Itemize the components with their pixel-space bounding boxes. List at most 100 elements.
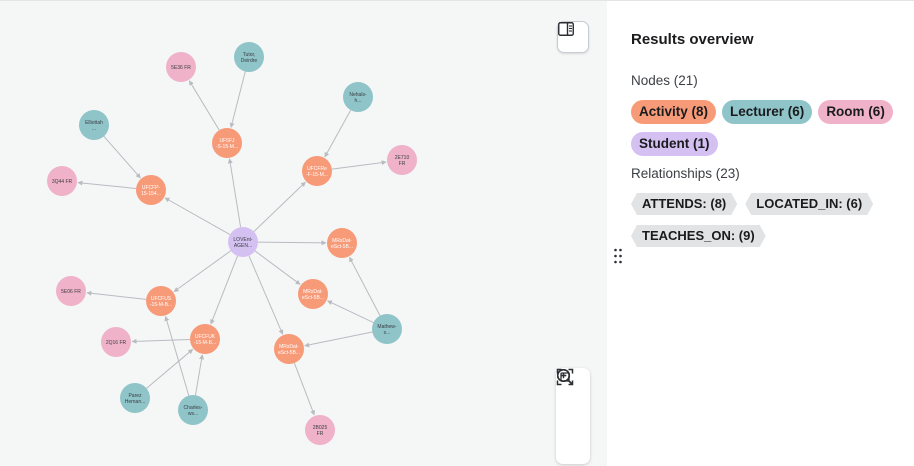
graph-node-activity[interactable]: UFCFUK-15-M-B...: [190, 324, 220, 354]
node-circle[interactable]: [234, 42, 264, 72]
node-circle[interactable]: [228, 227, 258, 257]
node-circle[interactable]: [79, 110, 109, 140]
node-label: -15-M-B...: [194, 340, 216, 346]
node-circle[interactable]: [47, 166, 77, 196]
edge-student-a8[interactable]: [248, 255, 284, 335]
graph-node-activity[interactable]: UFCFP-15-154...: [136, 175, 166, 205]
edge-l1-a1[interactable]: [229, 71, 246, 128]
graph-node-lecturer[interactable]: Mathew-s...: [372, 314, 402, 344]
edge-a1-r1[interactable]: [188, 80, 220, 131]
graph-node-activity[interactable]: MRxDat-eSct-5B...: [298, 279, 328, 309]
node-circle[interactable]: [101, 327, 131, 357]
graph-node-lecturer[interactable]: Nehals-h...: [343, 82, 373, 112]
node-circle[interactable]: [190, 324, 220, 354]
node-label: 5E06 FR: [61, 289, 81, 295]
graph-visualization[interactable]: LOVEnt-AGEN... UF5FJ-S-15-M... UFCFP-15-15…: [0, 1, 607, 466]
node-circle[interactable]: [166, 52, 196, 82]
node-label: Tutor,: [243, 52, 256, 58]
graph-node-room[interactable]: 2Q16 FR: [101, 327, 131, 357]
graph-node-lecturer[interactable]: Elliottah...: [79, 110, 109, 140]
node-label: Mathew-: [377, 324, 397, 330]
node-circle[interactable]: [327, 228, 357, 258]
fit-to-screen-button[interactable]: [556, 368, 586, 461]
node-circle[interactable]: [387, 145, 417, 175]
node-circle[interactable]: [302, 156, 332, 186]
graph-node-activity[interactable]: UFCFRe-F-15-M...: [302, 156, 332, 186]
node-label: -15-M-B...: [150, 302, 172, 308]
edge-l3-a3[interactable]: [324, 109, 352, 158]
rel-chips-row-1: ATTENDS: (8) LOCATED_IN: (6): [631, 193, 873, 215]
edge-student-a2[interactable]: [164, 197, 231, 236]
node-circle[interactable]: [178, 395, 208, 425]
node-label: Parez: [128, 393, 142, 399]
chip-activity[interactable]: Activity (8): [631, 100, 717, 124]
graph-canvas[interactable]: LOVEnt- AGEN... UF5FJ -S-15-M... UFCFP- 15-15…: [0, 0, 607, 466]
chip-located-in[interactable]: LOCATED_IN: (6): [745, 193, 873, 215]
edge-a7-r5[interactable]: [131, 338, 191, 344]
node-circle[interactable]: [372, 314, 402, 344]
edge-student-a7[interactable]: [210, 255, 238, 325]
edge-a2-r2[interactable]: [77, 180, 137, 189]
node-label: 2Q16 FR: [106, 340, 127, 346]
node-circle[interactable]: [56, 276, 86, 306]
graph-node-lecturer[interactable]: ParezHernan...: [120, 383, 150, 413]
edge-student-a5[interactable]: [173, 250, 232, 293]
graph-node-lecturer[interactable]: Charles-ws...: [178, 395, 208, 425]
graph-node-student[interactable]: LOVEnt-AGEN...: [228, 227, 258, 257]
graph-node-lecturer[interactable]: Tutor,Deirdre: [234, 42, 264, 72]
edge-student-a4[interactable]: [257, 240, 327, 246]
node-label: 2E710: [395, 155, 410, 161]
graph-node-room[interactable]: 5E06 FR: [56, 276, 86, 306]
graph-node-room[interactable]: 3Q44 FR: [47, 166, 77, 196]
chip-attends[interactable]: ATTENDS: (8): [631, 193, 737, 215]
node-circle[interactable]: [146, 286, 176, 316]
nodes-count-label: Nodes (21): [631, 73, 698, 88]
graph-node-room[interactable]: 5E36 FR: [166, 52, 196, 82]
edge-student-a6[interactable]: [254, 250, 301, 285]
node-circle[interactable]: [120, 383, 150, 413]
node-label: eSct-5B...: [302, 295, 324, 301]
edge-l6-a5[interactable]: [164, 315, 190, 396]
node-circle[interactable]: [136, 175, 166, 205]
edge-student-a3[interactable]: [253, 181, 306, 232]
node-label: eSct-5B...: [331, 244, 353, 250]
edge-a8-r6[interactable]: [293, 362, 316, 416]
node-circle[interactable]: [305, 415, 335, 445]
edge-l5-a7[interactable]: [146, 348, 194, 389]
graph-node-activity[interactable]: MRxDat-eSct-5B...: [274, 334, 304, 364]
zoom-out-button[interactable]: [556, 368, 586, 429]
graph-node-activity[interactable]: MRxDat-eSct-5B...: [327, 228, 357, 258]
edge-student-a1[interactable]: [227, 158, 242, 228]
node-label: 2B025: [313, 425, 328, 431]
node-circle[interactable]: [298, 279, 328, 309]
edge-l4-a6[interactable]: [327, 300, 374, 324]
toggle-panel-button[interactable]: [557, 21, 589, 53]
edge-l4-a4[interactable]: [348, 256, 381, 316]
graph-node-activity[interactable]: UF5FJ-S-15-M...: [212, 128, 242, 158]
chip-student[interactable]: Student (1): [631, 132, 718, 156]
edge-l4-a8[interactable]: [304, 331, 373, 348]
node-label: s...: [384, 330, 391, 336]
node-circle[interactable]: [343, 82, 373, 112]
chip-room[interactable]: Room (6): [818, 100, 893, 124]
node-circle[interactable]: [274, 334, 304, 364]
fit-to-screen-icon: [556, 368, 574, 386]
chip-lecturer[interactable]: Lecturer (6): [722, 100, 813, 124]
edge-a5-r4[interactable]: [86, 290, 147, 300]
node-label: UFCFUK: [195, 334, 216, 340]
node-label: 15-154...: [141, 191, 161, 197]
node-label: Charles-: [184, 405, 203, 411]
node-label: 3Q44 FR: [52, 179, 73, 185]
edge-a3-r3[interactable]: [331, 160, 387, 170]
edge-l6-a7[interactable]: [195, 354, 205, 396]
graph-node-activity[interactable]: UFCFUS-15-M-B...: [146, 286, 176, 316]
chip-teaches-on[interactable]: TEACHES_ON: (9): [631, 225, 766, 247]
rel-chips-row-2: TEACHES_ON: (9): [631, 225, 766, 247]
edge-l2-a2[interactable]: [103, 135, 141, 179]
node-label: Deirdre: [241, 58, 258, 64]
node-circle[interactable]: [212, 128, 242, 158]
node-label: MRxDat-: [303, 289, 323, 295]
panel-resize-handle[interactable]: [613, 247, 623, 265]
